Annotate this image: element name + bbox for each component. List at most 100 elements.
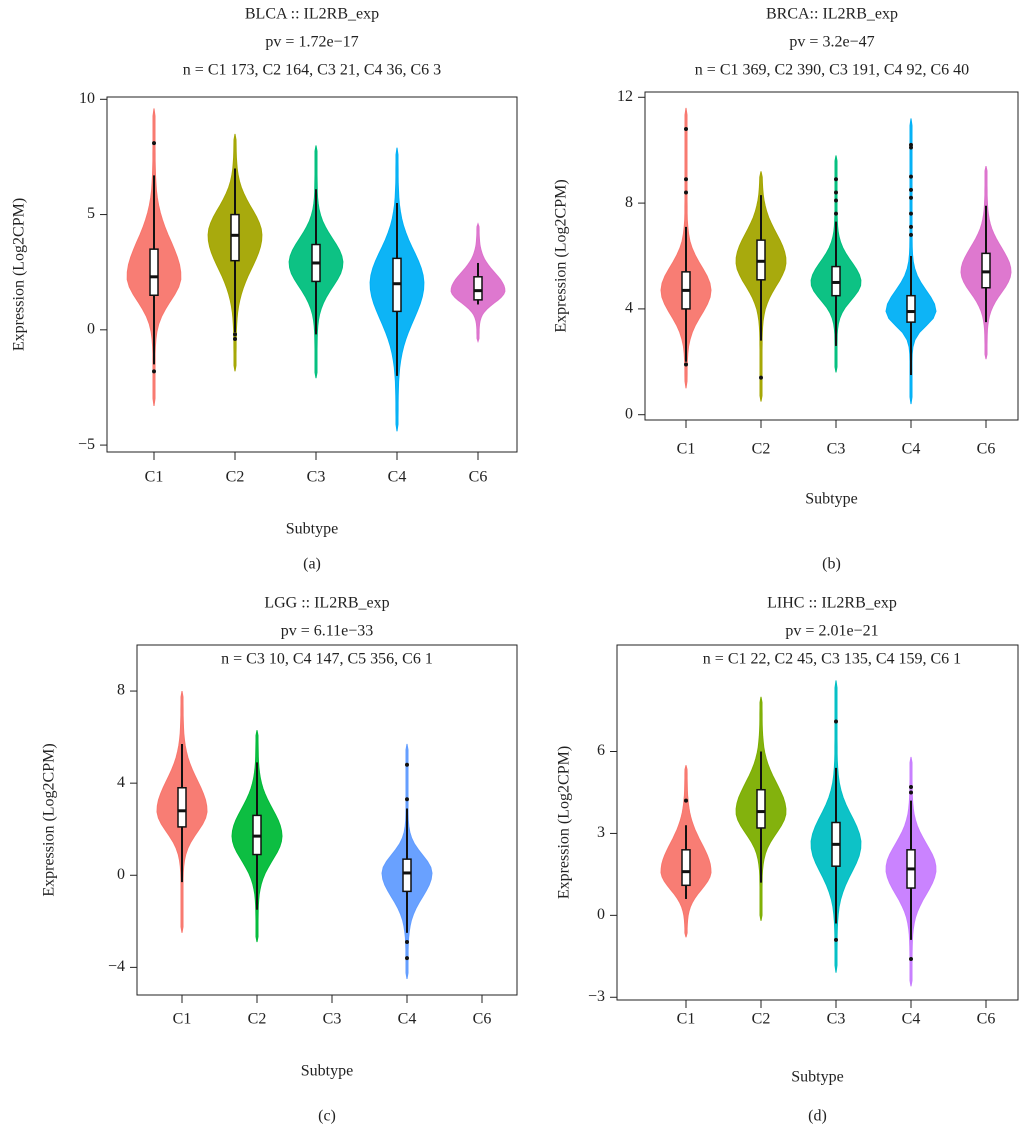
box xyxy=(149,248,159,296)
x-tick-label: C3 xyxy=(307,469,326,486)
x-axis-label: Subtype xyxy=(301,1063,353,1080)
plot-frame xyxy=(136,644,518,996)
y-tick-label: −3 xyxy=(588,988,605,1005)
y-tick-label: 5 xyxy=(87,205,95,222)
y-tick-label: 8 xyxy=(625,194,633,211)
chart-annotation: n = C1 22, C2 45, C3 135, C4 159, C6 1 xyxy=(703,651,961,668)
outlier xyxy=(684,362,688,367)
chart-title: BRCA:: IL2RB_exp xyxy=(766,6,898,23)
y-tick-label: 10 xyxy=(79,90,95,107)
x-tick-label: C6 xyxy=(977,1011,996,1028)
chart-annotation: n = C3 10, C4 147, C5 356, C6 1 xyxy=(221,651,433,668)
plot-frame xyxy=(616,644,1019,1001)
y-tick-label: −5 xyxy=(78,436,95,453)
outlier xyxy=(684,127,688,132)
y-tick-label: 3 xyxy=(597,824,605,841)
x-axis-label: Subtype xyxy=(791,1069,843,1086)
x-tick-label: C3 xyxy=(827,441,846,458)
panel-caption: (d) xyxy=(808,1108,827,1125)
x-tick-label: C4 xyxy=(398,1011,417,1028)
chart-annotation: n = C1 173, C2 164, C3 21, C4 36, C6 3 xyxy=(183,62,441,79)
chart-subtitle: pv = 2.01e−21 xyxy=(785,623,878,640)
x-tick-label: C6 xyxy=(977,441,996,458)
y-tick-label: 4 xyxy=(625,300,633,317)
outlier xyxy=(405,956,409,961)
outlier xyxy=(834,937,838,942)
y-tick-label: 8 xyxy=(117,682,125,699)
y-axis-label: Expression (Log2CPM) xyxy=(41,743,58,896)
x-tick-label: C1 xyxy=(173,1011,192,1028)
x-tick-label: C6 xyxy=(469,469,488,486)
x-tick-label: C4 xyxy=(902,1011,921,1028)
outlier xyxy=(152,141,156,146)
x-tick-label: C3 xyxy=(827,1011,846,1028)
chart-subtitle: pv = 3.2e−47 xyxy=(789,34,874,51)
panel-caption: (c) xyxy=(318,1108,336,1125)
panel-caption: (a) xyxy=(303,556,321,573)
box xyxy=(681,849,691,887)
outlier xyxy=(909,790,913,795)
outlier xyxy=(909,174,913,179)
y-tick-label: 0 xyxy=(597,906,605,923)
chart-subtitle: pv = 6.11e−33 xyxy=(281,623,374,640)
outlier xyxy=(405,762,409,767)
x-tick-label: C2 xyxy=(226,469,245,486)
outlier xyxy=(834,211,838,216)
plot-frame xyxy=(106,96,518,453)
x-tick-label: C3 xyxy=(323,1011,342,1028)
outlier xyxy=(405,797,409,802)
outlier xyxy=(909,187,913,192)
y-axis-label: Expression (Log2CPM) xyxy=(11,198,28,351)
x-tick-label: C4 xyxy=(388,469,407,486)
outlier xyxy=(152,369,156,374)
panel-caption: (b) xyxy=(822,556,841,573)
outlier xyxy=(909,785,913,789)
box xyxy=(402,858,412,893)
outlier xyxy=(233,332,237,337)
outlier xyxy=(909,195,913,200)
outlier xyxy=(759,375,763,380)
outlier xyxy=(834,198,838,203)
box xyxy=(906,294,916,323)
chart-subtitle: pv = 1.72e−17 xyxy=(265,34,358,51)
y-tick-label: 4 xyxy=(117,774,125,791)
outlier xyxy=(834,177,838,182)
y-tick-label: −4 xyxy=(108,958,125,975)
outlier xyxy=(684,177,688,182)
x-axis-label: Subtype xyxy=(286,521,338,538)
chart-title: LIHC :: IL2RB_exp xyxy=(767,595,897,612)
outlier xyxy=(909,224,913,229)
y-tick-label: 12 xyxy=(617,88,633,105)
chart-title: LGG :: IL2RB_exp xyxy=(264,595,389,612)
x-tick-label: C2 xyxy=(248,1011,267,1028)
x-tick-label: C1 xyxy=(677,1011,696,1028)
x-tick-label: C2 xyxy=(752,1011,771,1028)
outlier xyxy=(684,190,688,195)
y-tick-label: 0 xyxy=(117,866,125,883)
outlier xyxy=(909,142,913,147)
y-tick-label: 6 xyxy=(597,742,605,759)
outlier xyxy=(909,957,913,962)
x-axis-label: Subtype xyxy=(805,491,857,508)
box xyxy=(473,276,483,301)
box xyxy=(230,213,240,262)
outlier xyxy=(405,940,409,945)
outlier xyxy=(909,211,913,216)
box xyxy=(177,787,187,828)
y-axis-label: Expression (Log2CPM) xyxy=(553,179,570,332)
outlier xyxy=(834,190,838,195)
x-tick-label: C6 xyxy=(473,1011,492,1028)
outlier xyxy=(684,798,688,803)
box xyxy=(756,788,766,829)
y-tick-label: 0 xyxy=(87,320,95,337)
outlier xyxy=(834,719,838,724)
y-axis-label: Expression (Log2CPM) xyxy=(556,746,573,899)
chart-annotation: n = C1 369, C2 390, C3 191, C4 92, C6 40 xyxy=(695,62,969,79)
y-tick-label: 0 xyxy=(625,405,633,422)
x-tick-label: C1 xyxy=(677,441,696,458)
x-tick-label: C1 xyxy=(145,469,164,486)
outlier xyxy=(909,232,913,237)
outlier xyxy=(233,337,237,342)
x-tick-label: C4 xyxy=(902,441,921,458)
